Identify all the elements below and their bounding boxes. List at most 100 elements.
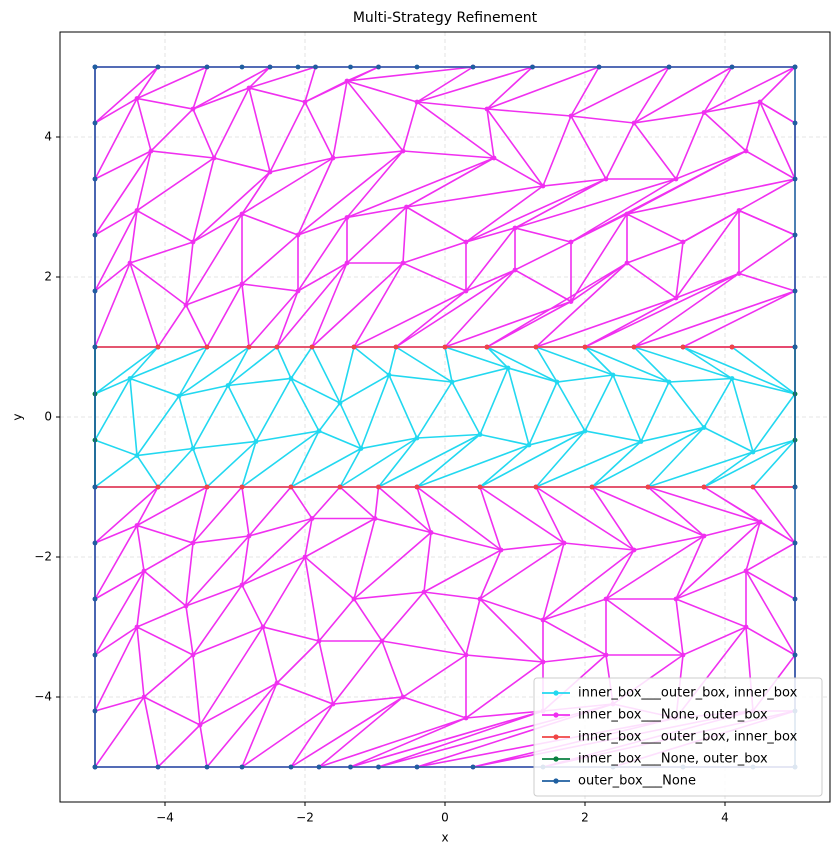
node	[348, 764, 353, 770]
node	[701, 484, 707, 490]
node	[498, 547, 504, 553]
node	[463, 652, 469, 658]
node	[225, 383, 231, 388]
node	[484, 106, 490, 112]
node	[757, 519, 763, 525]
node	[92, 484, 98, 490]
node	[568, 239, 574, 245]
legend-label: outer_box___None	[578, 774, 696, 789]
node	[190, 239, 196, 245]
node	[372, 516, 378, 521]
node	[554, 379, 560, 385]
node	[526, 442, 532, 448]
node	[666, 379, 672, 385]
node	[400, 260, 406, 266]
node	[792, 344, 798, 350]
node	[302, 554, 308, 560]
node	[358, 446, 364, 451]
y-tick-label: 4	[44, 130, 52, 144]
node	[344, 260, 350, 266]
node	[736, 271, 742, 276]
node	[92, 232, 98, 238]
legend-marker	[553, 756, 559, 762]
node	[176, 393, 182, 399]
node	[134, 523, 140, 528]
node	[155, 484, 161, 490]
node	[673, 596, 679, 602]
node	[344, 78, 350, 84]
node	[673, 295, 679, 301]
mesh-edge	[94, 261, 796, 306]
node	[792, 540, 798, 546]
legend-marker	[553, 712, 559, 718]
node	[92, 176, 98, 182]
node	[134, 208, 140, 213]
node	[561, 540, 567, 546]
node	[337, 484, 343, 490]
node	[274, 344, 280, 350]
node	[92, 344, 98, 350]
node	[337, 400, 343, 406]
y-axis-label: y	[11, 413, 25, 420]
node	[239, 211, 245, 217]
x-tick-label: −2	[296, 811, 314, 825]
node	[239, 582, 245, 588]
node	[288, 484, 294, 490]
node	[351, 344, 357, 350]
node	[491, 155, 497, 161]
node	[134, 96, 140, 101]
x-tick-label: 2	[581, 811, 589, 825]
node	[295, 288, 301, 294]
mesh-edge	[94, 205, 796, 306]
node	[540, 659, 546, 665]
node	[190, 540, 196, 546]
node	[348, 64, 353, 70]
node	[204, 484, 210, 490]
node	[309, 344, 315, 350]
mesh-edge	[94, 206, 796, 243]
node	[449, 379, 455, 385]
node	[680, 239, 686, 245]
mesh-edge	[94, 345, 796, 406]
node	[624, 211, 630, 217]
node	[505, 365, 511, 371]
mesh-edge	[94, 426, 796, 457]
y-tick-label: −4	[34, 690, 52, 704]
node	[267, 169, 273, 175]
node	[582, 428, 588, 434]
node	[792, 596, 798, 602]
node	[512, 225, 518, 231]
node	[414, 435, 420, 441]
node	[610, 372, 616, 378]
node	[512, 267, 518, 273]
legend-label: inner_box___outer_box, inner_box	[578, 730, 798, 745]
legend: inner_box___outer_box, inner_box inner_bo…	[533, 677, 823, 797]
node	[302, 99, 308, 105]
node	[253, 439, 259, 444]
node	[736, 208, 742, 213]
node	[477, 432, 483, 437]
node	[792, 288, 798, 294]
node	[316, 764, 322, 770]
node	[134, 624, 140, 630]
node	[190, 446, 196, 451]
node	[204, 764, 210, 770]
node	[792, 176, 798, 182]
node	[442, 344, 448, 350]
node	[190, 106, 196, 112]
node	[316, 428, 322, 434]
node	[421, 589, 427, 595]
node	[155, 764, 161, 770]
x-tick-label: 4	[721, 811, 729, 825]
node	[127, 376, 133, 381]
node	[631, 344, 637, 350]
node	[596, 64, 602, 70]
node	[729, 344, 735, 350]
node	[92, 288, 98, 294]
x-tick-label: 0	[441, 811, 449, 825]
node	[673, 176, 679, 182]
y-tick-label: 2	[44, 270, 52, 284]
plot-frame	[59, 31, 831, 803]
node	[393, 344, 399, 350]
